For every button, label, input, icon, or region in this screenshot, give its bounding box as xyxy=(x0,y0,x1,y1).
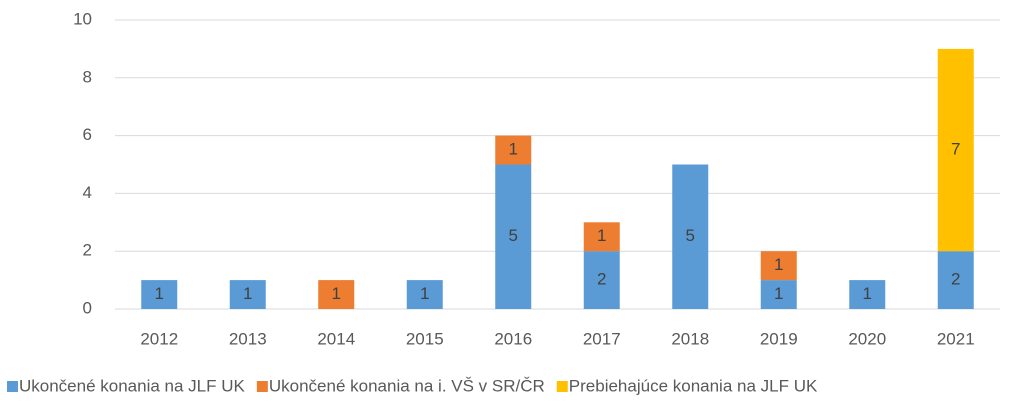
data-label: 1 xyxy=(243,284,252,303)
data-label: 1 xyxy=(420,284,429,303)
bar-segment xyxy=(229,280,266,309)
data-label: 1 xyxy=(332,284,341,303)
legend-label: Prebiehajúce konania na JLF UK xyxy=(569,376,818,395)
bar-segment xyxy=(849,280,886,309)
data-label: 2 xyxy=(597,270,606,289)
y-tick-label: 4 xyxy=(83,183,92,202)
data-label: 7 xyxy=(951,140,960,159)
bar-segment xyxy=(318,280,355,309)
bar-segment xyxy=(583,222,620,252)
data-label: 1 xyxy=(863,284,872,303)
legend-label: Ukončené konania na i. VŠ v SR/ČR xyxy=(269,376,545,395)
y-tick-label: 8 xyxy=(83,67,92,86)
bar-segment xyxy=(937,48,974,252)
bar-segment xyxy=(760,280,797,309)
x-tick-label: 2015 xyxy=(406,329,444,348)
legend-label: Ukončené konania na JLF UK xyxy=(19,376,246,395)
y-tick-label: 0 xyxy=(83,298,92,317)
y-tick-label: 2 xyxy=(83,241,92,260)
x-tick-label: 2016 xyxy=(494,329,532,348)
x-tick-label: 2014 xyxy=(317,329,355,348)
x-tick-label: 2019 xyxy=(760,329,798,348)
data-label: 1 xyxy=(774,284,783,303)
y-tick-label: 6 xyxy=(83,125,92,144)
data-label: 5 xyxy=(686,226,695,245)
bar-segment xyxy=(937,251,974,309)
legend-swatch xyxy=(256,381,268,392)
bar-segment xyxy=(495,164,532,309)
data-label: 1 xyxy=(155,284,164,303)
data-label: 1 xyxy=(774,255,783,274)
bar-segment xyxy=(760,251,797,281)
data-label: 1 xyxy=(509,140,518,159)
data-label: 5 xyxy=(509,226,518,245)
bar-segment xyxy=(495,135,532,165)
x-tick-label: 2020 xyxy=(848,329,886,348)
legend-swatch xyxy=(7,381,18,392)
legend-swatch xyxy=(556,381,568,392)
x-tick-label: 2013 xyxy=(229,329,267,348)
bar-segment xyxy=(672,164,709,309)
x-tick-label: 2018 xyxy=(671,329,709,348)
bar-segment xyxy=(406,280,443,309)
x-tick-label: 2017 xyxy=(583,329,621,348)
bar-segment xyxy=(141,280,178,309)
x-tick-label: 2012 xyxy=(140,329,178,348)
bar-segment xyxy=(583,251,620,309)
data-label: 1 xyxy=(597,226,606,245)
y-tick-label: 10 xyxy=(73,9,92,28)
x-tick-label: 2021 xyxy=(937,329,975,348)
data-label: 2 xyxy=(951,270,960,289)
